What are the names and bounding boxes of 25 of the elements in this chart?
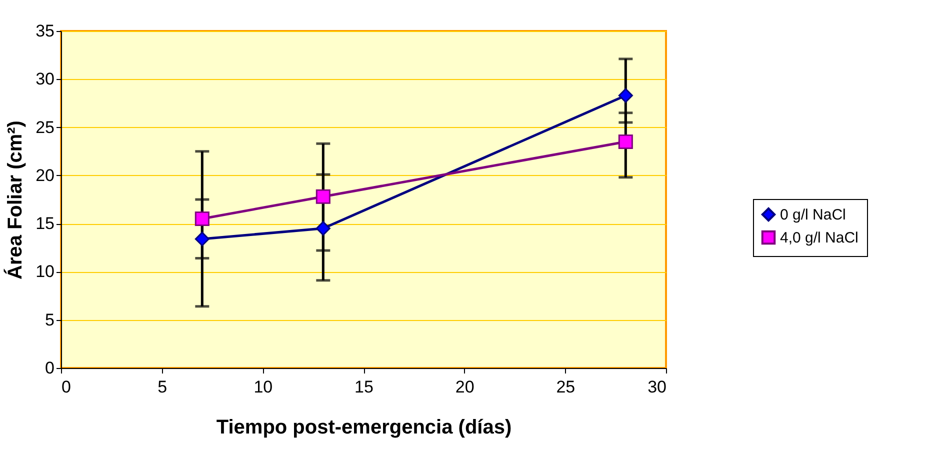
y-tick-label: 10 — [36, 262, 54, 282]
x-tick-label: 25 — [556, 378, 576, 396]
y-tick-label: 25 — [36, 118, 54, 137]
x-tick-label: 0 — [62, 378, 71, 396]
legend-label: 4,0 g/l NaCl — [780, 230, 858, 246]
point — [618, 134, 633, 149]
x-tick-label: 15 — [354, 378, 374, 396]
point — [194, 211, 210, 226]
y-tick-label: 30 — [36, 70, 54, 89]
point — [316, 189, 330, 204]
y-tick-label: 5 — [45, 310, 54, 330]
point — [194, 232, 210, 246]
x-tick-label: 5 — [158, 378, 168, 396]
legend-label: 0 g/l NaCl — [780, 206, 846, 224]
y-tick-label: 0 — [45, 358, 54, 378]
point — [618, 88, 633, 103]
y-axis-title: Área Foliar (cm²) — [4, 120, 27, 280]
y-tick-label: 15 — [36, 214, 54, 234]
y-tick-label: 35 — [36, 22, 54, 40]
x-tick-label: 30 — [648, 378, 666, 396]
x-tick-label: 10 — [254, 378, 273, 396]
point — [316, 221, 330, 236]
x-axis-title: Tiempo post-emergencia (días) — [216, 416, 512, 438]
x-tick-label: 20 — [455, 378, 474, 396]
y-tick-label: 20 — [36, 166, 54, 185]
